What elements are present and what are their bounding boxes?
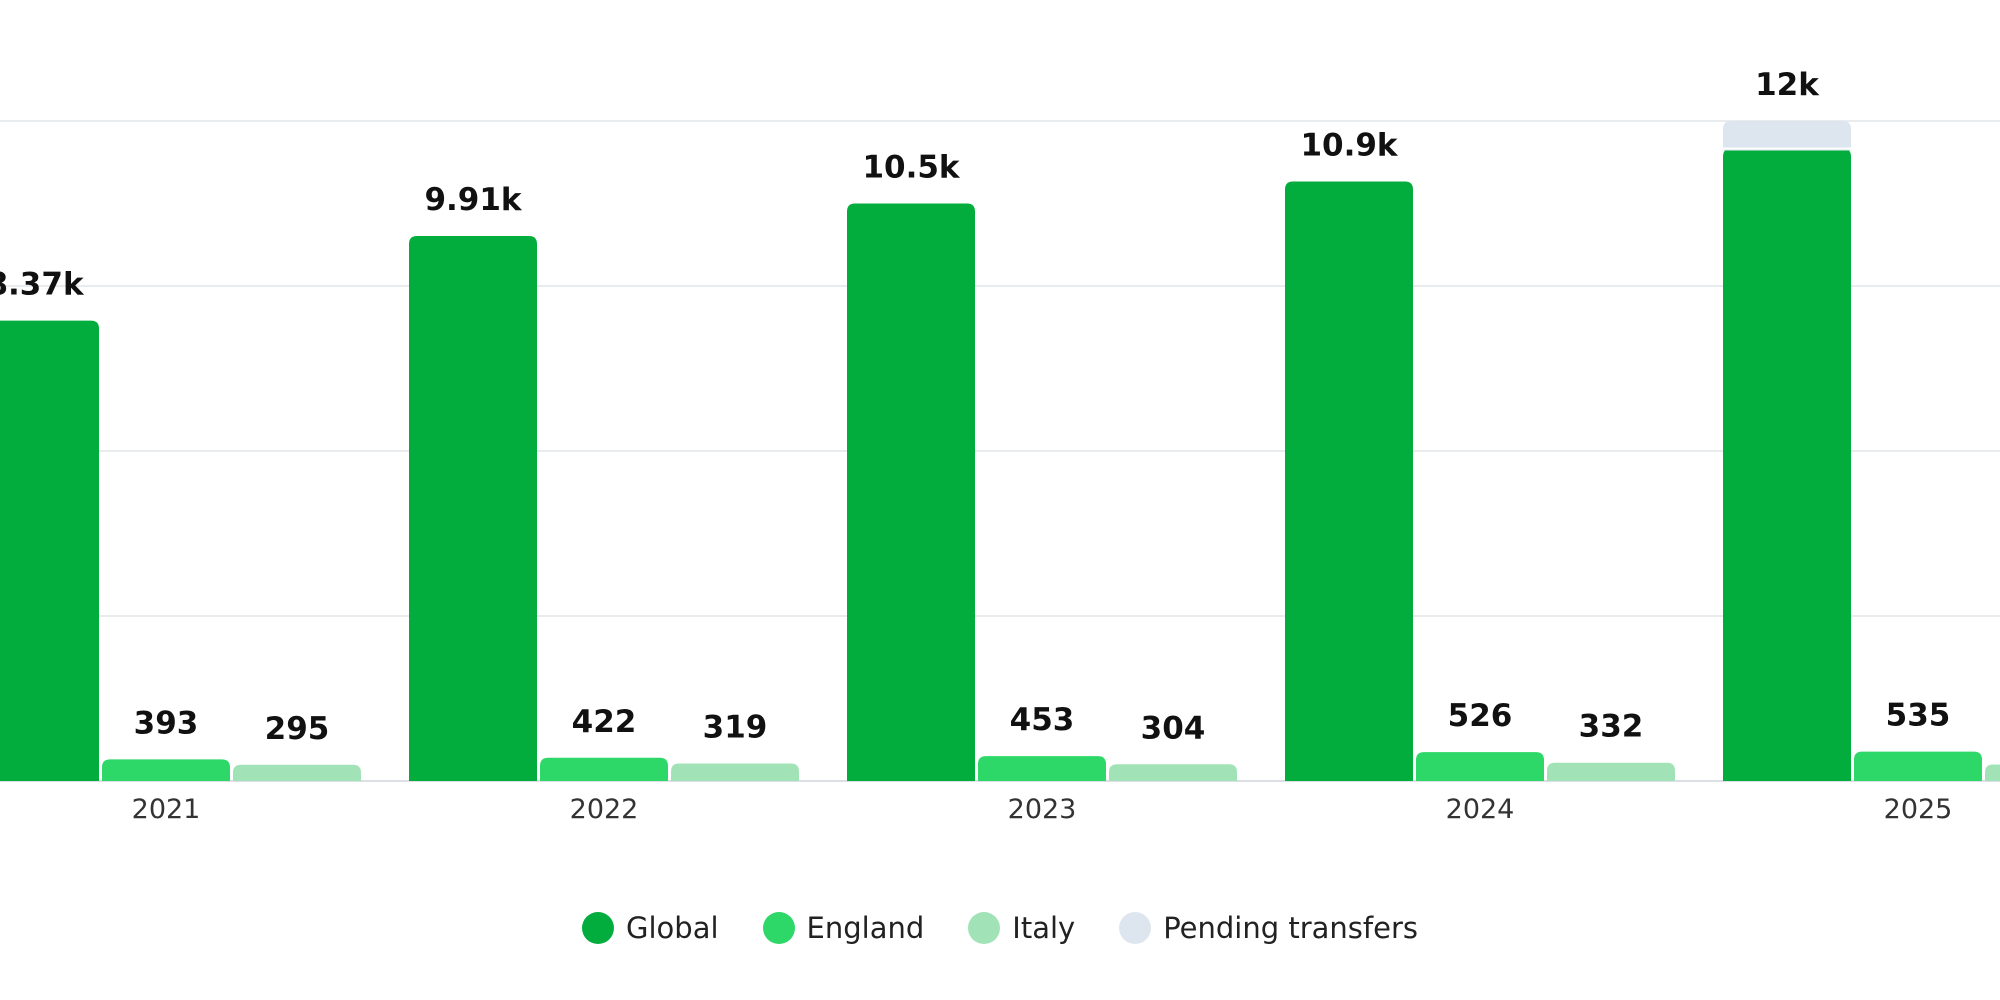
legend-swatch-icon xyxy=(968,912,1001,944)
legend-swatch-icon xyxy=(582,912,615,944)
bar-global-2023[interactable] xyxy=(847,203,975,782)
x-axis-ticks: 2021 2022 2023 2024 2025 xyxy=(132,794,1953,825)
value-label-italy-2024: 332 xyxy=(1579,709,1644,745)
x-tick-2025: 2025 xyxy=(1884,794,1953,825)
x-tick-2021: 2021 xyxy=(132,794,201,825)
value-label-global-2025: 12k xyxy=(1755,67,1820,103)
value-label-england-2024: 526 xyxy=(1448,698,1513,734)
bar-england-2022[interactable] xyxy=(540,757,668,781)
gridlines xyxy=(0,120,2000,782)
value-label-global-2022: 9.91k xyxy=(424,182,522,218)
legend-item-pending-transfers[interactable]: Pending transfers xyxy=(1119,911,1418,945)
value-labels: 8.37k 393 295 9.91k 422 319 10.5k 453 304 10.9k 52… xyxy=(0,67,1950,747)
legend-swatch-icon xyxy=(1119,912,1152,944)
x-tick-2023: 2023 xyxy=(1008,794,1077,825)
bar-italy-2023[interactable] xyxy=(1109,764,1237,781)
value-label-england-2023: 453 xyxy=(1010,702,1075,738)
x-tick-2024: 2024 xyxy=(1446,794,1515,825)
bars xyxy=(0,121,2000,781)
bar-italy-2025[interactable] xyxy=(1985,764,2000,782)
legend-item-global[interactable]: Global xyxy=(582,911,719,945)
bar-pending-transfers-2025[interactable] xyxy=(1723,121,1851,151)
bar-global-2021[interactable] xyxy=(0,320,99,781)
bar-italy-2024[interactable] xyxy=(1547,762,1675,781)
bar-italy-2022[interactable] xyxy=(671,763,799,781)
value-label-global-2024: 10.9k xyxy=(1300,128,1398,164)
value-label-italy-2023: 304 xyxy=(1141,710,1206,746)
legend-label: Global xyxy=(626,911,719,945)
bar-global-2024[interactable] xyxy=(1285,181,1413,782)
value-label-england-2021: 393 xyxy=(134,705,199,741)
value-label-italy-2022: 319 xyxy=(703,709,768,745)
bar-global-2025[interactable] xyxy=(1723,148,1851,782)
value-label-italy-2021: 295 xyxy=(265,711,330,747)
bar-italy-2021[interactable] xyxy=(233,764,361,781)
legend-item-england[interactable]: England xyxy=(762,911,925,945)
bar-england-2023[interactable] xyxy=(978,756,1106,781)
legend-swatch-icon xyxy=(762,912,795,944)
value-label-global-2023: 10.5k xyxy=(862,150,960,186)
x-tick-2022: 2022 xyxy=(570,794,639,825)
legend-label: England xyxy=(806,911,925,945)
legend-item-italy[interactable]: Italy xyxy=(968,911,1075,945)
bar-england-2024[interactable] xyxy=(1416,752,1544,781)
legend-label: Italy xyxy=(1012,911,1076,945)
value-label-england-2025: 535 xyxy=(1886,698,1951,734)
bar-england-2025[interactable] xyxy=(1854,751,1982,781)
legend: Global England Italy Pending transfers xyxy=(0,904,2000,952)
bar-global-2022[interactable] xyxy=(409,235,537,781)
value-label-global-2021: 8.37k xyxy=(0,267,85,303)
value-label-england-2022: 422 xyxy=(572,704,637,740)
bar-england-2021[interactable] xyxy=(102,759,230,781)
legend-label: Pending transfers xyxy=(1163,911,1418,945)
